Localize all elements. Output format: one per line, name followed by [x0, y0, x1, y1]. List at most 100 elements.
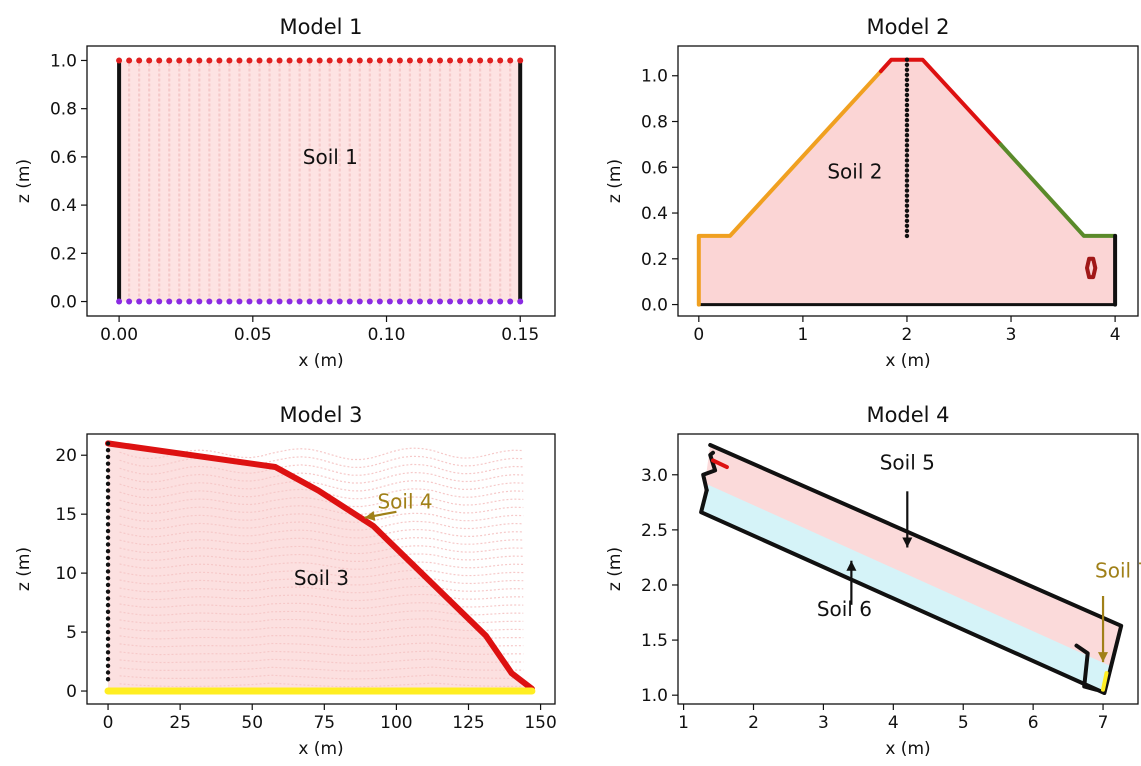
node-point — [904, 228, 910, 234]
node-point — [105, 474, 111, 480]
node-point — [457, 298, 464, 305]
node-point — [306, 298, 313, 305]
mesh-line — [119, 610, 524, 617]
node-point — [105, 562, 111, 567]
mesh-line — [119, 447, 524, 461]
chart-2: 0 1 2 3 4 0.0 0.2 0.4 0.6 0.8 1.0 Model 2 x (m) z (m)… — [605, 15, 1139, 371]
node-point — [105, 629, 111, 635]
node-point — [156, 298, 163, 305]
node-point — [196, 57, 203, 64]
y-tick-label: 0.0 — [641, 296, 668, 316]
node-point — [276, 57, 283, 64]
x-tick-label: 6 — [1028, 713, 1039, 733]
node-point — [105, 461, 111, 466]
node-point — [426, 57, 433, 64]
node-point — [416, 57, 423, 64]
node-point — [326, 298, 333, 305]
soil-label: Soil 6 — [817, 597, 872, 621]
node-point — [105, 636, 111, 642]
node-point — [336, 57, 343, 64]
node-point — [904, 122, 910, 128]
x-tick-label: 0.00 — [100, 325, 138, 345]
node-point — [904, 203, 910, 208]
node-point — [105, 643, 111, 648]
node-point — [904, 143, 910, 148]
x-tick-label: 0.10 — [368, 325, 406, 345]
node-point — [296, 57, 303, 64]
chart-title: Model 4 — [866, 403, 949, 427]
node-point — [487, 298, 494, 305]
node-point — [105, 569, 111, 574]
y-tick-label: 0.0 — [50, 293, 77, 313]
node-point — [904, 193, 910, 198]
node-point — [105, 441, 111, 446]
node-point — [276, 298, 283, 305]
node-point — [256, 57, 263, 64]
x-tick-label: 0 — [693, 325, 704, 345]
soil-domain — [108, 443, 532, 691]
node-point — [236, 298, 243, 305]
x-tick-label: 4 — [1110, 325, 1121, 345]
plot-frame — [86, 45, 556, 317]
node-point — [166, 57, 173, 64]
node-point — [517, 57, 524, 64]
x-tick-label: 5 — [958, 713, 969, 733]
y-tick-label: 20 — [55, 446, 77, 466]
node-point — [316, 57, 323, 64]
mesh-line — [119, 682, 524, 688]
chart-title: Model 2 — [866, 15, 949, 39]
node-point — [105, 555, 111, 561]
y-tick-label: 0.4 — [50, 196, 77, 216]
node-point — [904, 77, 910, 83]
plot-frame — [86, 433, 556, 705]
mesh-line — [119, 642, 524, 649]
boundary-line — [105, 440, 535, 692]
mesh-line — [119, 512, 524, 523]
node-point — [105, 495, 111, 500]
node-point — [904, 72, 910, 78]
chart-title: Model 3 — [279, 403, 362, 427]
chart-3: 0 25 50 75 100 125 150 0 5 10 15 20 Model 3 x (m) z (m… — [14, 403, 557, 759]
y-tick-label: 0.8 — [641, 113, 668, 133]
soil-label: Soil 4 — [377, 489, 432, 513]
node-point — [176, 298, 183, 305]
mesh-line — [119, 504, 524, 516]
node-point — [326, 57, 333, 64]
node-point — [904, 233, 910, 239]
node-point — [216, 298, 223, 305]
mesh-line — [119, 650, 524, 657]
soil-domain-lower — [701, 484, 1112, 693]
y-tick-label: 5 — [66, 623, 77, 643]
node-point — [286, 57, 293, 64]
node-point — [376, 298, 383, 305]
x-tick-label: 50 — [241, 713, 263, 733]
node-point — [105, 616, 111, 621]
boundary-line — [711, 458, 729, 470]
node-point — [306, 57, 313, 64]
plot-area — [699, 443, 1124, 695]
annotation-arrowhead — [364, 511, 376, 521]
y-tick-label: 0.2 — [641, 250, 668, 270]
mesh-line — [119, 618, 524, 625]
node-point — [447, 298, 454, 305]
soil-label: Soil 3 — [294, 566, 349, 590]
node-point — [507, 57, 514, 64]
soil-label: Soil 5 — [880, 450, 935, 474]
node-point — [236, 57, 243, 64]
node-point — [904, 218, 910, 224]
node-point — [105, 575, 111, 581]
node-point — [105, 515, 111, 520]
node-point — [246, 298, 253, 305]
node-point — [426, 298, 433, 305]
y-axis-label: z (m) — [14, 547, 34, 591]
node-point — [904, 153, 910, 158]
boundary-line — [696, 69, 883, 307]
node-point — [904, 198, 910, 203]
node-point — [256, 298, 263, 305]
node-point — [266, 298, 273, 305]
node-point — [904, 92, 910, 98]
node-point — [904, 183, 910, 188]
node-point — [457, 57, 464, 64]
plot-frame — [677, 45, 1139, 317]
node-point — [105, 663, 111, 668]
